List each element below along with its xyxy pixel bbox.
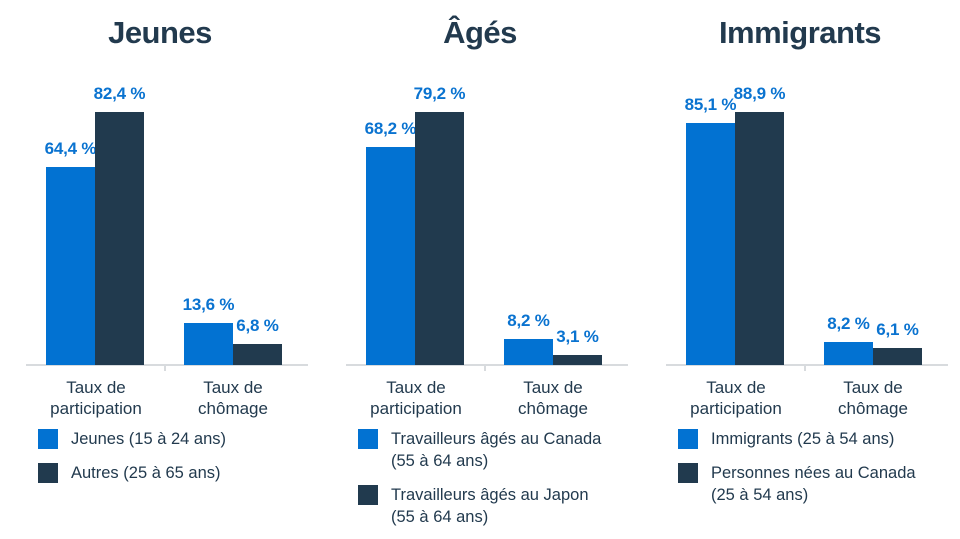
legend-item: Travailleurs âgés au Japon (55 à 64 ans)	[358, 484, 634, 528]
chart-panel-1: Jeunes 64,4 % 82,4 % 13,6 % 6,8 % Taux de par…	[0, 0, 320, 539]
legend: Immigrants (25 à 54 ans) Personnes nées a…	[678, 428, 954, 506]
legend: Travailleurs âgés au Canada (55 à 64 ans…	[358, 428, 634, 528]
plot-area: 68,2 % 79,2 % 8,2 % 3,1 %	[320, 0, 640, 371]
value-label: 13,6 %	[182, 295, 235, 314]
chart-panel-3: Immigrants 85,1 % 88,9 % 8,2 % 6,1 % Taux de …	[640, 0, 960, 539]
legend-swatch	[38, 429, 58, 449]
legend-item: Travailleurs âgés au Canada (55 à 64 ans…	[358, 428, 634, 472]
x-axis-line	[666, 364, 948, 366]
legend-item: Immigrants (25 à 54 ans)	[678, 428, 954, 450]
legend-label: Autres (25 à 65 ans)	[71, 464, 221, 482]
category-label: Taux de participation	[50, 378, 142, 418]
bar-blue	[824, 342, 873, 365]
legend-label: Personnes nées au Canada (25 à 54 ans)	[711, 464, 916, 504]
category-label: Taux de chômage	[518, 378, 588, 418]
bar-navy	[873, 348, 922, 365]
legend-swatch	[358, 485, 378, 505]
chart-panel-2: Âgés 68,2 % 79,2 % 8,2 % 3,1 % Taux de partic…	[320, 0, 640, 539]
value-label: 3,1 %	[556, 327, 599, 346]
bar-blue	[184, 323, 233, 365]
legend-item: Autres (25 à 65 ans)	[38, 462, 314, 484]
category-label: Taux de participation	[370, 378, 462, 418]
bar-navy	[415, 112, 464, 365]
value-label: 6,8 %	[236, 316, 279, 335]
value-label: 82,4 %	[93, 84, 146, 103]
legend-label: Jeunes (15 à 24 ans)	[71, 430, 227, 448]
value-label: 8,2 %	[507, 311, 550, 330]
value-label: 85,1 %	[684, 95, 737, 114]
legend-item: Personnes nées au Canada (25 à 54 ans)	[678, 462, 954, 506]
bar-blue	[686, 123, 735, 365]
legend-item: Jeunes (15 à 24 ans)	[38, 428, 314, 450]
chart-title: Âgés	[443, 15, 517, 50]
category-divider-tick	[804, 364, 806, 371]
bar-blue	[504, 339, 553, 365]
bar-navy	[735, 112, 784, 365]
value-label: 68,2 %	[364, 119, 417, 138]
category-divider-tick	[164, 364, 166, 371]
legend-swatch	[38, 463, 58, 483]
value-label: 88,9 %	[733, 84, 786, 103]
value-label: 64,4 %	[44, 139, 97, 158]
x-axis-line	[346, 364, 628, 366]
chart-title: Jeunes	[108, 15, 212, 50]
legend-swatch	[678, 463, 698, 483]
legend-label: Travailleurs âgés au Canada (55 à 64 ans…	[391, 430, 602, 470]
chart-title: Immigrants	[718, 15, 882, 50]
x-axis-line	[26, 364, 308, 366]
legend-swatch	[678, 429, 698, 449]
bar-blue	[366, 147, 415, 365]
legend-swatch	[358, 429, 378, 449]
legend-label: Immigrants (25 à 54 ans)	[711, 430, 895, 448]
legend: Jeunes (15 à 24 ans) Autres (25 à 65 ans)	[38, 428, 314, 484]
category-label: Taux de chômage	[838, 378, 908, 418]
value-label: 6,1 %	[876, 320, 919, 339]
bar-navy	[95, 112, 144, 365]
plot-area: 64,4 % 82,4 % 13,6 % 6,8 %	[0, 0, 320, 371]
category-label: Taux de participation	[690, 378, 782, 418]
category-divider-tick	[484, 364, 486, 371]
value-label: 8,2 %	[827, 314, 870, 333]
bar-blue	[46, 167, 95, 365]
plot-area: 85,1 % 88,9 % 8,2 % 6,1 %	[640, 0, 960, 371]
category-label: Taux de chômage	[198, 378, 268, 418]
value-label: 79,2 %	[413, 84, 466, 103]
bar-navy	[553, 355, 602, 365]
bar-navy	[233, 344, 282, 365]
legend-label: Travailleurs âgés au Japon (55 à 64 ans)	[391, 486, 589, 526]
